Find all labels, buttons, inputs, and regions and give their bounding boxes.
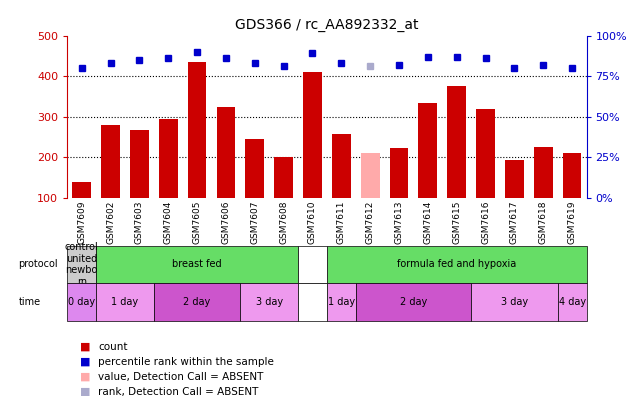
Text: 2 day: 2 day — [400, 297, 427, 307]
Bar — [188, 62, 206, 198]
Bar — [505, 160, 524, 198]
Text: count: count — [98, 341, 128, 352]
Text: ■: ■ — [80, 386, 90, 396]
Bar — [303, 72, 322, 198]
Bar — [390, 148, 408, 198]
Bar — [419, 103, 437, 198]
Bar — [327, 283, 356, 321]
Bar — [332, 134, 351, 198]
Bar — [240, 283, 298, 321]
Bar — [217, 107, 235, 198]
Bar — [274, 157, 293, 198]
Text: ■: ■ — [80, 371, 90, 382]
Text: breast fed: breast fed — [172, 259, 222, 269]
Bar — [96, 283, 154, 321]
Bar — [558, 283, 587, 321]
Text: 3 day: 3 day — [256, 297, 283, 307]
Text: ■: ■ — [80, 356, 90, 367]
Bar — [447, 86, 466, 198]
Bar — [72, 182, 91, 198]
Bar — [67, 246, 96, 283]
Text: value, Detection Call = ABSENT: value, Detection Call = ABSENT — [98, 371, 263, 382]
Text: ■: ■ — [80, 341, 90, 352]
Bar — [246, 139, 264, 198]
Bar — [67, 283, 96, 321]
Bar — [534, 147, 553, 198]
Bar — [130, 130, 149, 198]
Text: control
united
newbo
rn: control united newbo rn — [65, 242, 99, 287]
Bar — [563, 153, 581, 198]
Bar — [159, 119, 178, 198]
Text: 3 day: 3 day — [501, 297, 528, 307]
Title: GDS366 / rc_AA892332_at: GDS366 / rc_AA892332_at — [235, 18, 419, 32]
Text: protocol: protocol — [18, 259, 58, 269]
Bar — [96, 246, 298, 283]
Text: 4 day: 4 day — [558, 297, 586, 307]
Bar — [476, 109, 495, 198]
Bar — [356, 283, 471, 321]
Text: 1 day: 1 day — [112, 297, 138, 307]
Text: 1 day: 1 day — [328, 297, 355, 307]
Bar — [298, 246, 327, 283]
Text: time: time — [18, 297, 40, 307]
Bar — [298, 283, 327, 321]
Bar — [101, 125, 120, 198]
Bar — [361, 153, 379, 198]
Text: rank, Detection Call = ABSENT: rank, Detection Call = ABSENT — [98, 386, 258, 396]
Text: percentile rank within the sample: percentile rank within the sample — [98, 356, 274, 367]
Text: formula fed and hypoxia: formula fed and hypoxia — [397, 259, 517, 269]
Bar — [471, 283, 558, 321]
Bar — [327, 246, 587, 283]
Bar — [154, 283, 240, 321]
Text: 0 day: 0 day — [68, 297, 96, 307]
Text: 2 day: 2 day — [183, 297, 211, 307]
